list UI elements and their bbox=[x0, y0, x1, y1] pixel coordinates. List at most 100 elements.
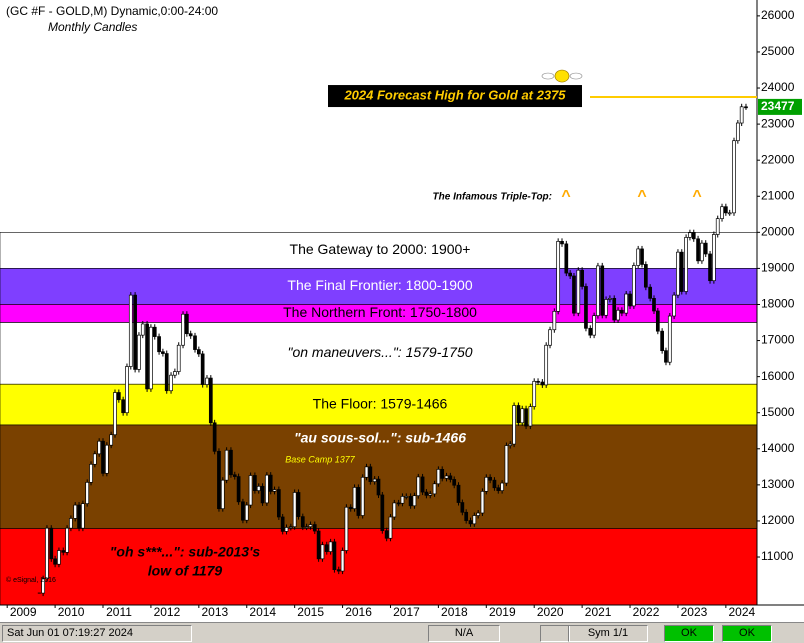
candle-body bbox=[125, 366, 129, 414]
candle-body bbox=[540, 381, 545, 386]
candle-body bbox=[368, 466, 373, 482]
candle-body bbox=[496, 487, 501, 491]
candle-body bbox=[316, 530, 321, 560]
candle-body bbox=[416, 476, 421, 497]
candle-body bbox=[672, 294, 676, 317]
candle-body bbox=[85, 481, 90, 504]
candle-body bbox=[364, 466, 369, 478]
candle-body bbox=[732, 140, 736, 214]
candle-body bbox=[520, 408, 525, 424]
candle-body bbox=[145, 323, 149, 390]
y-tick-label: 19000 bbox=[761, 261, 795, 275]
status-ok[interactable]: OK bbox=[722, 625, 772, 642]
candle-body bbox=[572, 275, 576, 314]
candle-body bbox=[484, 476, 489, 492]
candle-body bbox=[212, 422, 217, 452]
status-sym: Sym 1/1 bbox=[568, 625, 648, 642]
candle-body bbox=[336, 569, 341, 572]
candle-body bbox=[516, 405, 521, 424]
candle-body bbox=[444, 475, 449, 479]
candle-body bbox=[584, 286, 588, 329]
annotation: The Infamous Triple-Top: bbox=[433, 192, 552, 203]
candle-body bbox=[600, 265, 605, 316]
status-ok[interactable]: OK bbox=[664, 625, 714, 642]
candle-body bbox=[169, 374, 173, 392]
x-tick-label: 2024 bbox=[729, 605, 756, 619]
candle-body bbox=[684, 237, 688, 292]
candle-body bbox=[688, 232, 692, 238]
band-label: low of 1179 bbox=[148, 563, 223, 579]
forecast-label: 2024 Forecast High for Gold at 2375 bbox=[343, 87, 566, 102]
candle-body bbox=[436, 469, 441, 485]
candle-body bbox=[488, 476, 492, 481]
candle-body bbox=[152, 326, 157, 337]
candle-body bbox=[424, 491, 429, 496]
candle-body bbox=[236, 476, 241, 503]
caret: ^ bbox=[692, 188, 701, 205]
zone-band bbox=[0, 232, 758, 269]
candle-body bbox=[552, 310, 557, 331]
candle-body bbox=[193, 335, 197, 350]
candle-body bbox=[77, 504, 81, 529]
candle-body bbox=[244, 504, 249, 521]
candle-body bbox=[217, 450, 221, 510]
candle-body bbox=[604, 299, 608, 316]
base-camp-label: Base Camp 1377 bbox=[285, 454, 356, 464]
y-tick-label: 22000 bbox=[761, 152, 795, 166]
candle-body bbox=[97, 440, 102, 455]
candle-body bbox=[696, 238, 700, 262]
candle-body bbox=[276, 489, 281, 518]
candle-body bbox=[532, 380, 537, 407]
candle-body bbox=[284, 527, 289, 532]
candle-body bbox=[508, 443, 513, 446]
candle-body bbox=[712, 234, 716, 282]
candle-body bbox=[164, 353, 169, 392]
candle-body bbox=[556, 241, 561, 312]
x-tick-label: 2018 bbox=[441, 605, 468, 619]
candle-body bbox=[229, 449, 233, 476]
band-label: "au sous-sol...": sub-1466 bbox=[294, 430, 466, 446]
x-tick-label: 2014 bbox=[249, 605, 276, 619]
candle-body bbox=[93, 453, 97, 465]
candle-body bbox=[432, 483, 437, 495]
y-tick-label: 14000 bbox=[761, 441, 795, 455]
band-label: The Gateway to 2000: 1900+ bbox=[290, 241, 471, 257]
copyright: © eSignal, 2016 bbox=[6, 576, 56, 584]
y-tick-label: 24000 bbox=[761, 80, 795, 94]
chart-subtitle: Monthly Candles bbox=[48, 20, 137, 34]
candle-body bbox=[460, 502, 465, 513]
candle-body bbox=[720, 206, 724, 219]
candle-body bbox=[676, 251, 680, 296]
candle-body bbox=[220, 479, 225, 510]
candle-body bbox=[113, 392, 117, 436]
y-tick-label: 26000 bbox=[761, 8, 795, 22]
x-tick-label: 2019 bbox=[489, 605, 516, 619]
candle-body bbox=[200, 353, 205, 385]
candle-body bbox=[632, 265, 636, 307]
candle-body bbox=[536, 380, 540, 383]
candle-body bbox=[388, 516, 393, 539]
candle-body bbox=[596, 265, 600, 317]
x-tick-label: 2011 bbox=[106, 605, 132, 619]
band-label: "oh s***...": sub-2013's bbox=[110, 544, 261, 560]
candle-body bbox=[544, 344, 549, 386]
candle-body bbox=[280, 516, 285, 532]
smiley-icon bbox=[554, 69, 570, 83]
candle-body bbox=[260, 485, 265, 504]
candle-body bbox=[636, 248, 641, 266]
candle-body bbox=[340, 550, 345, 572]
candle-body bbox=[667, 315, 672, 363]
candle-body bbox=[524, 408, 528, 427]
candle-body bbox=[133, 294, 137, 370]
candle-body bbox=[679, 251, 684, 292]
candle-body bbox=[492, 479, 497, 489]
candle-body bbox=[588, 327, 593, 336]
candle-body bbox=[640, 248, 644, 265]
candle-body bbox=[49, 527, 54, 560]
candle-body bbox=[404, 496, 409, 498]
x-tick-label: 2009 bbox=[10, 605, 37, 619]
candle-body bbox=[560, 241, 564, 245]
candle-body bbox=[272, 489, 277, 492]
smiley-wing bbox=[541, 72, 555, 80]
